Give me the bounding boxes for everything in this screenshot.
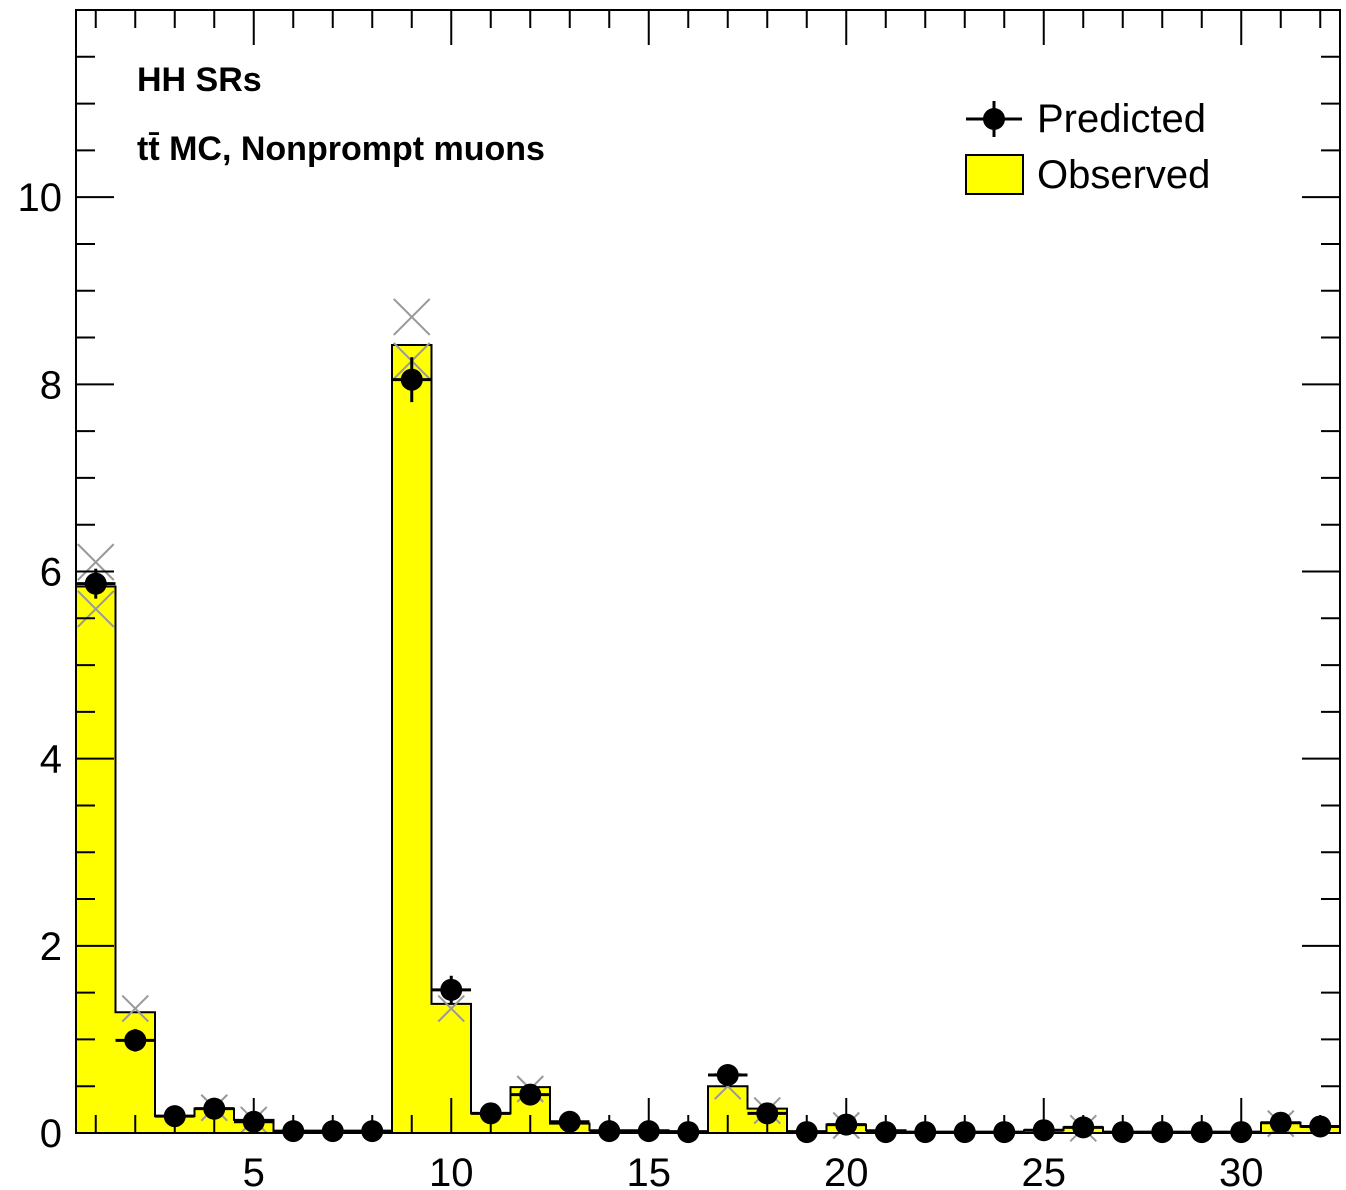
predicted-point-11 bbox=[471, 1102, 511, 1125]
observed-outline bbox=[75, 344, 1341, 1134]
tick-labels: 5 10 15 20 25 30 0 2 4 6 8 10 bbox=[18, 176, 1264, 1190]
x-tick-label-20: 20 bbox=[824, 1151, 869, 1190]
predicted-point-17 bbox=[708, 1063, 748, 1086]
legend-marker-predicted bbox=[966, 101, 1022, 137]
cross-marker-2-0 bbox=[121, 994, 149, 1023]
y-tick-label-10: 10 bbox=[18, 176, 63, 220]
observed-bar-9 bbox=[392, 345, 432, 1133]
x-tick-label-25: 25 bbox=[1022, 1151, 1067, 1190]
cross-markers bbox=[77, 298, 1295, 1143]
x-tick-label-15: 15 bbox=[627, 1151, 672, 1190]
plot-frame bbox=[75, 9, 1341, 1134]
y-tick-label-2: 2 bbox=[40, 925, 62, 969]
observed-bar-1 bbox=[76, 586, 116, 1133]
x-tick-label-5: 5 bbox=[243, 1151, 265, 1190]
y-tick-label-6: 6 bbox=[40, 551, 62, 595]
predicted-point-2 bbox=[115, 1029, 155, 1052]
legend-label-observed: Observed bbox=[1037, 153, 1210, 197]
y-tick-label-0: 0 bbox=[40, 1112, 62, 1156]
cross-marker-10-0 bbox=[437, 994, 465, 1023]
predicted-point-10 bbox=[431, 975, 471, 1004]
legend: Predicted Observed bbox=[965, 97, 1210, 197]
legend-label-predicted: Predicted bbox=[1037, 97, 1206, 141]
predicted-point-4 bbox=[194, 1097, 234, 1120]
cross-marker-1-1 bbox=[77, 590, 115, 628]
annotation-region: HH SRs bbox=[137, 61, 262, 99]
axis-ticks bbox=[76, 9, 1340, 1134]
cross-marker-9-0 bbox=[393, 298, 431, 336]
predicted-point-1 bbox=[76, 568, 116, 599]
predicted-points bbox=[76, 357, 1340, 1144]
x-tick-label-30: 30 bbox=[1219, 1151, 1264, 1190]
x-tick-label-10: 10 bbox=[429, 1151, 474, 1190]
predicted-point-12 bbox=[510, 1083, 550, 1106]
predicted-point-18 bbox=[747, 1102, 787, 1125]
annotation-sample: tt̄ MC, Nonprompt muons bbox=[137, 130, 545, 168]
legend-marker-observed bbox=[965, 154, 1024, 195]
predicted-point-9 bbox=[392, 357, 432, 403]
observed-bars bbox=[75, 344, 1341, 1134]
y-tick-label-4: 4 bbox=[40, 738, 62, 782]
y-tick-label-8: 8 bbox=[40, 363, 62, 407]
cross-marker-1-0 bbox=[77, 543, 115, 581]
